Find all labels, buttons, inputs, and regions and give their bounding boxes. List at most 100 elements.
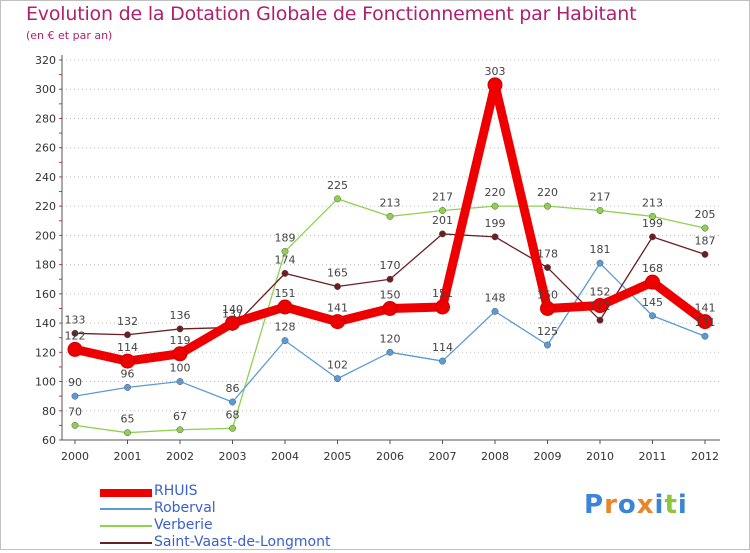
data-point-roberval xyxy=(281,337,289,345)
data-point-verberie xyxy=(124,429,131,437)
y-tick-label: 160 xyxy=(35,288,56,301)
data-point-roberval xyxy=(334,375,341,383)
data-label-rhuis: 151 xyxy=(275,287,296,300)
y-tick-label: 300 xyxy=(35,83,56,96)
logo-letter: o xyxy=(617,490,637,520)
x-tick-label: 2008 xyxy=(481,450,509,463)
legend-swatch-rhuis xyxy=(100,489,152,497)
data-label-roberval: 102 xyxy=(327,359,348,372)
x-tick-label: 2007 xyxy=(429,450,457,463)
data-point-roberval xyxy=(386,348,394,356)
data-point-roberval xyxy=(229,398,236,406)
data-label-verberie: 205 xyxy=(695,208,716,221)
data-label-rhuis: 168 xyxy=(642,262,663,275)
data-point-rhuis xyxy=(330,314,345,330)
data-point-saint-vaast xyxy=(386,275,394,283)
data-point-roberval xyxy=(439,357,446,365)
legend-swatch-roberval xyxy=(100,508,152,510)
y-tick-label: 80 xyxy=(42,405,56,418)
data-label-saint-vaast: 199 xyxy=(485,217,506,230)
data-label-verberie: 67 xyxy=(173,410,187,423)
data-label-rhuis: 114 xyxy=(117,341,138,354)
data-label-rhuis: 150 xyxy=(537,288,558,301)
data-label-rhuis: 140 xyxy=(222,303,243,316)
chart-subtitle: (en € et par an) xyxy=(26,29,113,42)
legend-label-saint-vaast: Saint-Vaast-de-Longmont xyxy=(154,534,331,550)
grid-lines xyxy=(62,59,720,441)
data-point-roberval xyxy=(544,341,551,349)
data-label-roberval: 145 xyxy=(642,296,663,309)
x-tick-label: 2011 xyxy=(639,450,667,463)
data-label-verberie: 68 xyxy=(226,408,240,421)
data-label-roberval: 131 xyxy=(695,316,716,329)
data-label-saint-vaast: 142 xyxy=(590,300,611,313)
y-tick-label: 100 xyxy=(35,376,56,389)
data-label-rhuis: 141 xyxy=(695,302,716,315)
data-label-verberie: 220 xyxy=(485,186,506,199)
data-label-rhuis: 119 xyxy=(170,334,191,347)
data-label-saint-vaast: 133 xyxy=(65,313,86,326)
data-label-saint-vaast: 132 xyxy=(117,315,138,328)
legend-label-roberval: Roberval xyxy=(154,500,216,516)
y-tick-label: 280 xyxy=(35,112,56,125)
data-point-rhuis xyxy=(172,346,188,362)
data-point-rhuis xyxy=(435,299,450,315)
data-point-rhuis xyxy=(592,298,608,314)
data-label-verberie: 225 xyxy=(327,179,348,192)
logo-letter: x xyxy=(636,490,655,520)
data-point-rhuis xyxy=(540,300,555,316)
data-label-roberval: 120 xyxy=(380,332,401,345)
data-point-saint-vaast xyxy=(71,329,79,337)
logo-letter: i xyxy=(677,490,688,520)
data-label-rhuis: 141 xyxy=(327,302,348,315)
data-point-rhuis xyxy=(277,299,293,315)
y-tick-label: 220 xyxy=(35,200,56,213)
data-label-saint-vaast: 199 xyxy=(642,217,663,230)
data-label-saint-vaast: 178 xyxy=(537,248,558,261)
data-label-roberval: 114 xyxy=(432,341,453,354)
data-point-roberval xyxy=(649,312,656,320)
x-tick-label: 2003 xyxy=(219,450,247,463)
data-point-verberie xyxy=(281,248,289,255)
axes: 60 80 100 120 140 160 180 200 220 240 260 280 300 320… xyxy=(35,54,720,463)
data-point-saint-vaast xyxy=(439,230,446,238)
series-lines xyxy=(67,77,713,437)
data-point-rhuis xyxy=(487,77,503,93)
data-label-saint-vaast: 137 xyxy=(222,307,243,320)
legend-label-rhuis: RHUIS xyxy=(154,483,198,499)
data-label-saint-vaast: 187 xyxy=(695,234,716,247)
data-point-rhuis xyxy=(382,300,398,316)
data-label-saint-vaast: 201 xyxy=(432,214,453,227)
data-label-roberval: 181 xyxy=(590,243,611,256)
data-label-rhuis: 151 xyxy=(432,287,453,300)
y-tick-label: 60 xyxy=(42,434,56,447)
data-label-rhuis: 122 xyxy=(65,329,86,342)
data-point-saint-vaast xyxy=(596,316,604,324)
data-point-roberval xyxy=(71,392,79,400)
data-point-saint-vaast xyxy=(124,331,131,339)
x-tick-label: 2006 xyxy=(376,450,404,463)
x-tick-label: 2005 xyxy=(324,450,352,463)
y-tick-label: 320 xyxy=(35,54,56,67)
data-point-saint-vaast xyxy=(701,250,709,258)
y-tick-label: 200 xyxy=(35,229,56,242)
data-point-verberie xyxy=(71,421,79,429)
data-label-verberie: 213 xyxy=(380,196,401,209)
data-label-roberval: 128 xyxy=(275,321,296,334)
data-point-rhuis xyxy=(225,315,240,331)
logo-letter: i xyxy=(654,490,665,520)
y-tick-label: 180 xyxy=(35,259,56,272)
x-tick-label: 2002 xyxy=(166,450,194,463)
data-point-verberie xyxy=(334,195,341,203)
y-tick-label: 140 xyxy=(35,317,56,330)
data-label-verberie: 70 xyxy=(68,405,82,418)
legend-swatch-saint-vaast xyxy=(100,542,152,544)
data-point-roberval xyxy=(596,259,604,267)
data-label-rhuis: 303 xyxy=(485,65,506,78)
data-labels: 122 114 119 140 151 141 150 151 303 150 152 168 141 9… xyxy=(65,65,716,426)
data-label-roberval: 96 xyxy=(121,367,135,380)
chart-title: Evolution de la Dotation Globale de Fonc… xyxy=(26,3,637,25)
legend-swatch-verberie xyxy=(100,525,152,527)
x-tick-label: 2001 xyxy=(114,450,142,463)
logo-letter: P xyxy=(584,490,605,520)
